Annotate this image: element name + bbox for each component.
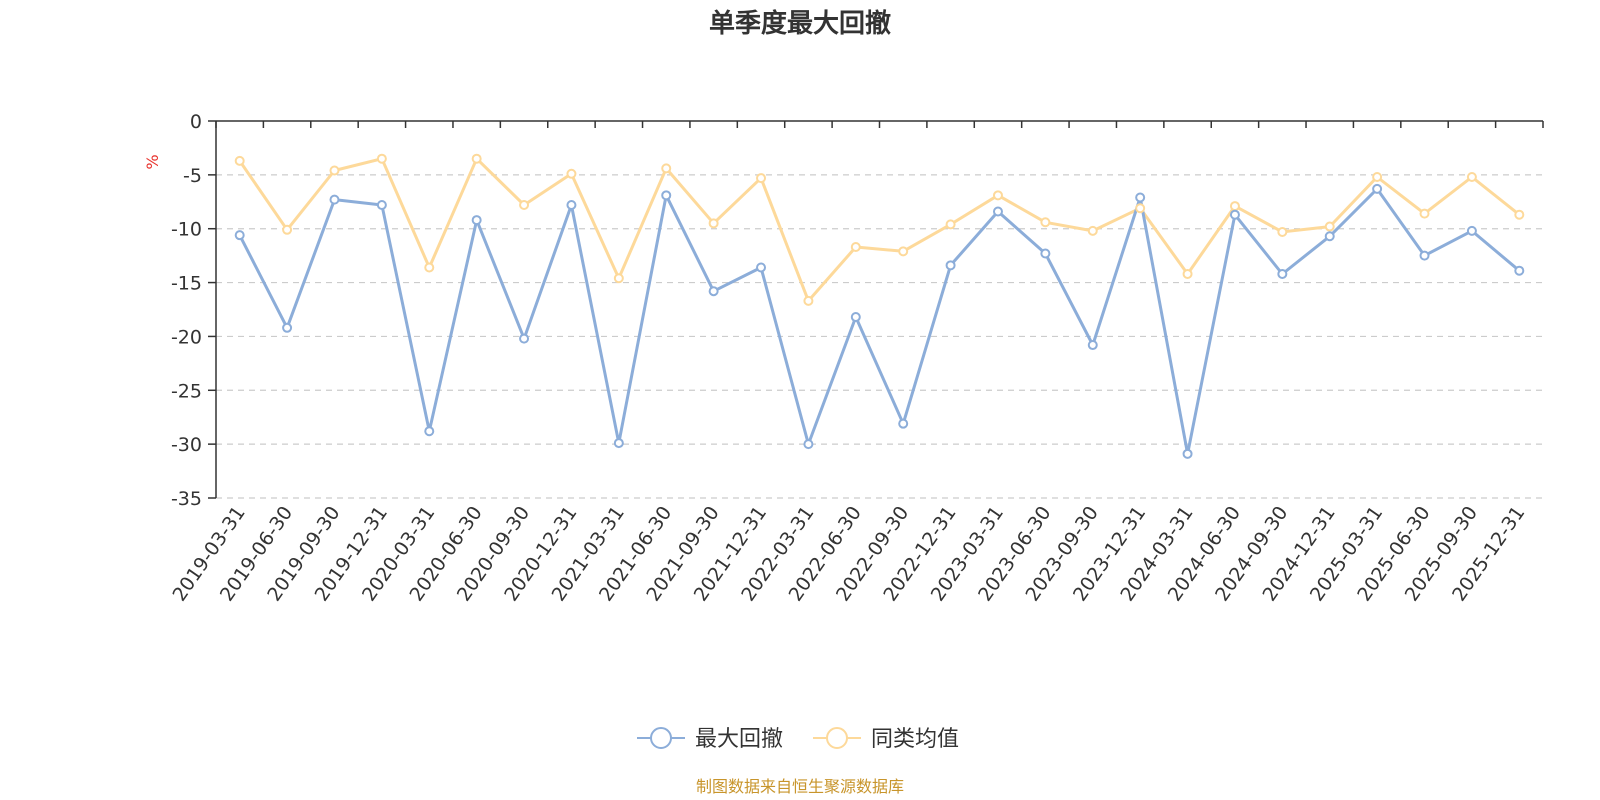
data-point[interactable] <box>661 163 672 174</box>
data-point[interactable] <box>519 200 530 211</box>
data-point[interactable] <box>613 273 624 284</box>
data-point[interactable] <box>1514 265 1525 276</box>
data-point[interactable] <box>1182 448 1193 459</box>
legend[interactable]: 最大回撤 同类均值 <box>637 727 959 752</box>
data-point[interactable] <box>1419 250 1430 261</box>
series-line-1 <box>238 157 1521 303</box>
data-point[interactable] <box>1135 192 1146 203</box>
data-point[interactable] <box>1087 225 1098 236</box>
data-point[interactable] <box>424 262 435 273</box>
data-point[interactable] <box>1229 201 1240 212</box>
y-tick-label: -15 <box>171 273 202 295</box>
data-point[interactable] <box>756 262 767 273</box>
data-point[interactable] <box>282 224 293 235</box>
data-point[interactable] <box>1277 226 1288 237</box>
source-note: 制图数据来自恒生聚源数据库 <box>696 777 904 796</box>
data-point[interactable] <box>471 215 482 226</box>
series-line-0 <box>238 187 1521 456</box>
data-point[interactable] <box>424 426 435 437</box>
data-point[interactable] <box>376 153 387 164</box>
data-point[interactable] <box>850 242 861 253</box>
data-point[interactable] <box>1324 221 1335 232</box>
data-point[interactable] <box>803 295 814 306</box>
legend-item-1[interactable]: 同类均值 <box>813 727 959 752</box>
data-point[interactable] <box>613 438 624 449</box>
data-point[interactable] <box>803 439 814 450</box>
data-point[interactable] <box>992 190 1003 201</box>
data-point[interactable] <box>1182 268 1193 279</box>
y-tick-label: -5 <box>183 165 202 187</box>
x-tick-labels: 2019-03-312019-06-302019-09-302019-12-31… <box>168 502 1529 605</box>
data-point[interactable] <box>945 219 956 230</box>
data-point[interactable] <box>471 153 482 164</box>
data-point[interactable] <box>1372 183 1383 194</box>
data-point[interactable] <box>1324 231 1335 242</box>
y-tick-label: 0 <box>190 111 202 133</box>
data-point[interactable] <box>1229 209 1240 220</box>
data-point[interactable] <box>1514 209 1525 220</box>
data-point[interactable] <box>1040 217 1051 228</box>
data-point[interactable] <box>234 230 245 241</box>
data-point[interactable] <box>756 173 767 184</box>
legend-label: 同类均值 <box>871 727 959 752</box>
data-point[interactable] <box>234 155 245 166</box>
y-tick-label: -20 <box>171 326 202 348</box>
data-point[interactable] <box>566 168 577 179</box>
data-point[interactable] <box>661 190 672 201</box>
data-point[interactable] <box>1466 225 1477 236</box>
data-point[interactable] <box>1135 203 1146 214</box>
data-point[interactable] <box>282 322 293 333</box>
data-point[interactable] <box>329 194 340 205</box>
y-tick-label: -35 <box>171 488 202 510</box>
data-point[interactable] <box>519 333 530 344</box>
data-point[interactable] <box>898 418 909 429</box>
y-tick-label: -25 <box>171 380 202 402</box>
legend-item-0[interactable]: 最大回撤 <box>637 727 783 752</box>
y-tick-label: -30 <box>171 434 202 456</box>
data-point[interactable] <box>376 200 387 211</box>
data-point[interactable] <box>1466 172 1477 183</box>
series-points <box>234 153 1525 459</box>
y-axis-unit: % <box>143 154 162 169</box>
data-point[interactable] <box>708 286 719 297</box>
data-point[interactable] <box>992 206 1003 217</box>
data-point[interactable] <box>1277 268 1288 279</box>
data-point[interactable] <box>1087 340 1098 351</box>
axes <box>208 120 1544 499</box>
data-point[interactable] <box>1419 208 1430 219</box>
data-point[interactable] <box>708 218 719 229</box>
data-point[interactable] <box>1372 172 1383 183</box>
data-point[interactable] <box>566 200 577 211</box>
data-point[interactable] <box>898 246 909 257</box>
y-tick-labels: 0 -5 -10 -15 -20 -25 -30 -35 <box>171 111 202 510</box>
legend-marker-icon <box>826 727 848 749</box>
data-point[interactable] <box>945 260 956 271</box>
series-lines <box>238 157 1521 456</box>
legend-label: 最大回撤 <box>695 727 783 752</box>
data-point[interactable] <box>850 312 861 323</box>
data-point[interactable] <box>329 165 340 176</box>
data-point[interactable] <box>1040 248 1051 259</box>
y-tick-label: -10 <box>171 219 202 241</box>
legend-marker-icon <box>650 727 672 749</box>
chart-title: 单季度最大回撤 <box>709 8 891 39</box>
